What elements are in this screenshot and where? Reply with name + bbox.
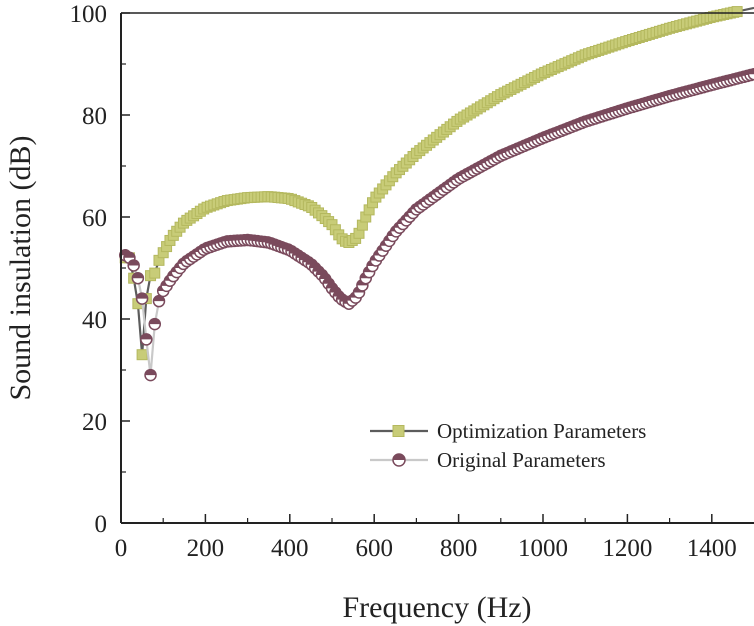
data-point	[127, 259, 140, 272]
data-point	[152, 294, 166, 308]
x-tick-label: 200	[187, 535, 225, 562]
ticks-layer: 0 200 400 600 800 1000 1200 1400 0 20 40 60 80 100	[70, 1, 737, 562]
data-point	[731, 6, 743, 18]
data-point	[135, 292, 149, 305]
y-axis-title: Sound insulation (dB)	[4, 135, 37, 400]
x-tick-label: 1200	[602, 535, 652, 562]
legend-item-optimization: Optimization Parameters	[370, 419, 646, 443]
series-line	[125, 6, 754, 355]
y-tick-label: 100	[70, 1, 108, 28]
legend-label: Optimization Parameters	[437, 419, 646, 443]
marker-fill	[149, 318, 161, 325]
marker-fill	[140, 333, 152, 340]
marker-fill	[153, 295, 165, 302]
x-axis-title: Frequency (Hz)	[342, 591, 531, 624]
marker-fill	[128, 259, 140, 266]
y-tick-label: 40	[82, 307, 107, 334]
x-tick-label: 0	[115, 535, 128, 562]
data-point	[149, 267, 161, 279]
marker-fill	[132, 272, 144, 279]
marker-fill	[145, 369, 157, 376]
legend-label: Original Parameters	[437, 448, 606, 472]
series-original	[118, 67, 754, 382]
x-tick-label: 400	[271, 535, 309, 562]
y-tick-label: 80	[82, 103, 107, 130]
axes-layer	[120, 12, 754, 524]
x-tick-label: 1000	[518, 535, 568, 562]
x-tick-label: 1400	[687, 535, 737, 562]
marker-fill	[748, 68, 754, 75]
data-point	[131, 271, 145, 285]
x-tick-label: 600	[355, 535, 393, 562]
y-tick-label: 0	[95, 511, 108, 538]
x-tick-label: 800	[440, 535, 478, 562]
marker-fill	[136, 293, 148, 299]
legend-marker-fill	[393, 454, 405, 460]
data-point	[136, 349, 148, 361]
series-optimization	[119, 6, 754, 361]
y-tick-label: 20	[82, 409, 107, 436]
data-point	[140, 333, 153, 346]
data-point	[144, 368, 157, 382]
marker-fill	[123, 252, 135, 258]
legend-item-original: Original Parameters	[370, 448, 606, 472]
legend-marker	[392, 425, 405, 437]
data-point	[747, 67, 754, 81]
legend: Optimization Parameters Original Paramete…	[370, 419, 646, 472]
series-layer	[118, 6, 754, 382]
series-line	[124, 73, 754, 376]
data-point	[148, 317, 162, 331]
y-tick-label: 60	[82, 205, 107, 232]
